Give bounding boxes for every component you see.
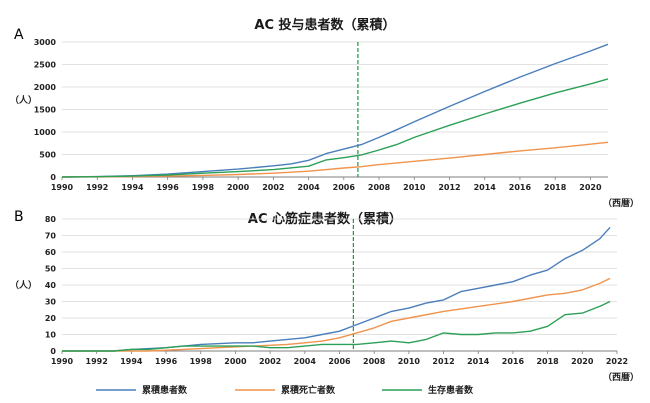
y-tick-label: 0 xyxy=(50,173,56,182)
x-tick-label: 2010 xyxy=(403,183,426,192)
legend-label-deaths: 累積死亡者数 xyxy=(281,384,336,396)
y-tick-label: 30 xyxy=(45,298,57,307)
y-tick-label: 40 xyxy=(45,281,57,290)
series-cumulative-deaths-line xyxy=(62,277,611,352)
x-tick-label: 1990 xyxy=(51,183,74,192)
x-tick-label: 2000 xyxy=(224,357,247,366)
x-tick-label: 2002 xyxy=(259,357,281,366)
x-tick-label: 1992 xyxy=(86,183,108,192)
series-cumulative-deaths-line xyxy=(61,141,609,178)
panel-b-label: B xyxy=(14,209,24,225)
chart-a: 0 500 1000 1500 2000 2500 3000 1990 1992 1994 1996… xyxy=(34,38,609,192)
series-survivors-line xyxy=(62,300,611,352)
series-cumulative-patients-line xyxy=(62,226,611,352)
y-tick-label: 20 xyxy=(45,314,57,323)
panel-a-title: AC 投与患者数（累積） xyxy=(254,17,395,33)
panel-b-x-unit: （西暦） xyxy=(603,372,639,383)
x-tick-label: 2002 xyxy=(262,183,284,192)
series-cumulative-patients-line xyxy=(61,43,609,178)
y-tick-label: 0 xyxy=(50,347,56,356)
x-tick-label: 2014 xyxy=(467,357,490,366)
x-tick-label: 2006 xyxy=(328,357,351,366)
panel-b-y-unit: （人） xyxy=(10,279,37,291)
x-tick-label: 2010 xyxy=(398,357,421,366)
x-tick-label: 1996 xyxy=(157,183,180,192)
y-tick-label: 2500 xyxy=(34,61,57,70)
panel-a-x-unit: （西暦） xyxy=(603,198,639,209)
y-tick-label: 70 xyxy=(45,232,57,241)
y-tick-label: 50 xyxy=(45,265,57,274)
y-tick-label: 60 xyxy=(45,248,57,257)
panel-a-label: A xyxy=(14,27,24,43)
x-tick-label: 1994 xyxy=(121,183,144,192)
y-tick-label: 10 xyxy=(45,331,57,340)
x-tick-label: 2016 xyxy=(509,183,532,192)
y-tick-label: 500 xyxy=(39,151,56,160)
x-tick-label: 2018 xyxy=(536,357,559,366)
y-tick-label: 1500 xyxy=(34,106,57,115)
x-tick-label: 2012 xyxy=(438,183,460,192)
y-tick-label: 1000 xyxy=(34,128,57,137)
x-tick-label: 2004 xyxy=(294,357,317,366)
x-tick-label: 1996 xyxy=(155,357,178,366)
legend-label-cumulative: 累積患者数 xyxy=(142,384,188,396)
x-tick-label: 2000 xyxy=(227,183,250,192)
y-tick-label: 80 xyxy=(45,215,57,224)
series-survivors-line xyxy=(61,78,609,178)
x-tick-label: 2004 xyxy=(297,183,320,192)
x-tick-label: 2016 xyxy=(502,357,525,366)
x-tick-label: 1998 xyxy=(192,183,215,192)
x-tick-label: 2020 xyxy=(571,357,594,366)
x-tick-label: 2014 xyxy=(474,183,497,192)
x-tick-label: 2012 xyxy=(432,357,454,366)
x-tick-label: 2006 xyxy=(333,183,356,192)
y-tick-label: 2000 xyxy=(34,83,57,92)
x-tick-label: 2018 xyxy=(544,183,567,192)
x-tick-label: 2022 xyxy=(606,357,628,366)
x-tick-label: 1998 xyxy=(190,357,213,366)
x-tick-label: 2020 xyxy=(579,183,602,192)
x-tick-label: 1992 xyxy=(86,357,108,366)
y-tick-label: 3000 xyxy=(34,38,57,47)
x-tick-label: 1994 xyxy=(120,357,143,366)
x-tick-label: 2008 xyxy=(363,357,386,366)
x-tick-label: 2008 xyxy=(368,183,391,192)
x-tick-label: 1990 xyxy=(51,357,74,366)
chart-b: 0 10 20 30 40 50 60 70 80 1990 1992 1994 1996 1998 200… xyxy=(45,215,628,366)
legend-label-survivors: 生存患者数 xyxy=(428,384,474,396)
panel-a-y-unit: （人） xyxy=(10,94,37,106)
legend: 累積患者数 累積死亡者数 生存患者数 xyxy=(96,384,474,396)
